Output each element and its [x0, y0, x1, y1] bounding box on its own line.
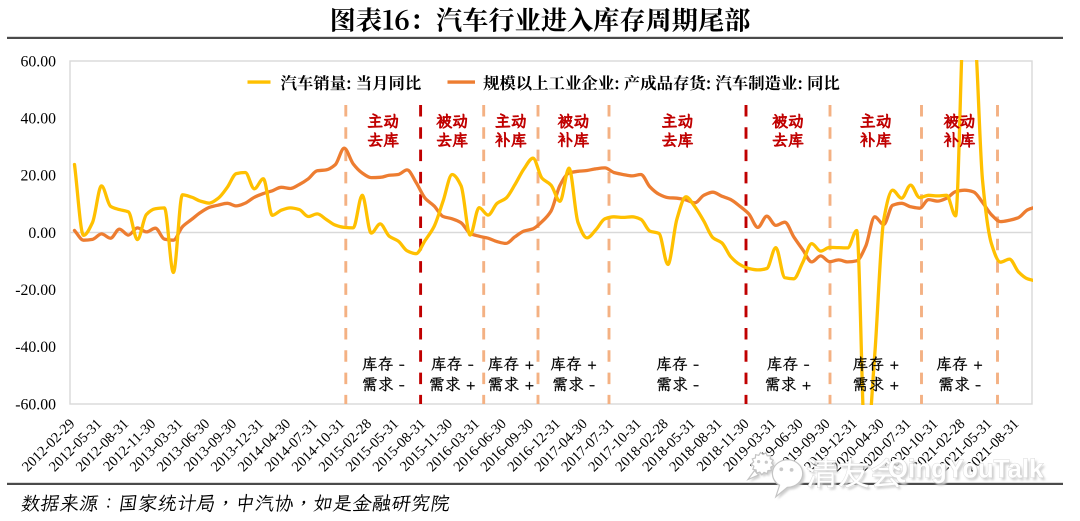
svg-text:-60.00: -60.00 [15, 396, 56, 413]
svg-text:-20.00: -20.00 [15, 282, 56, 299]
svg-text:40.00: 40.00 [20, 111, 56, 128]
svg-text:-40.00: -40.00 [15, 339, 56, 356]
svg-text:0.00: 0.00 [28, 225, 56, 242]
svg-text:60.00: 60.00 [20, 53, 56, 70]
svg-text:QingYouTalk: QingYouTalk [890, 458, 1046, 486]
svg-text:QingYouTalk: QingYouTalk [888, 456, 1044, 484]
svg-text:20.00: 20.00 [20, 168, 56, 185]
